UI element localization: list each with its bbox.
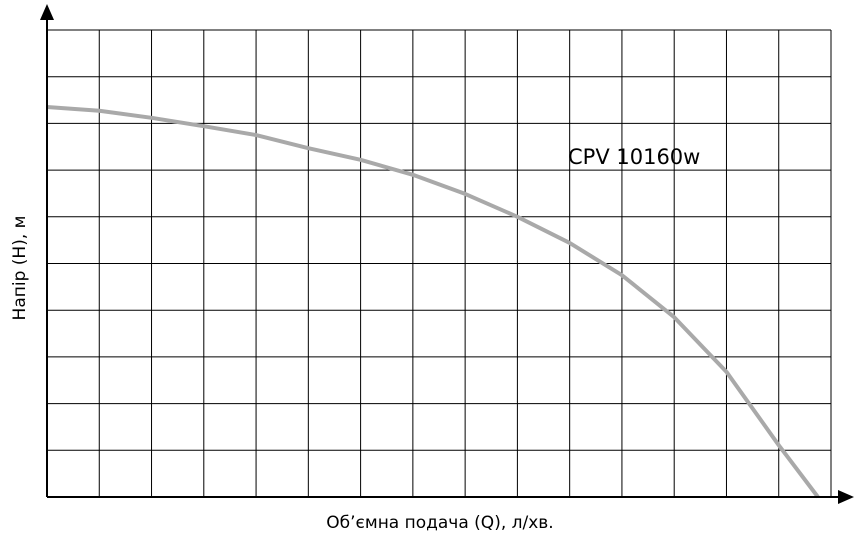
y-axis-label: Напір (H), м	[10, 216, 30, 321]
x-axis-label: Об’ємна подача (Q), л/хв.	[326, 513, 553, 533]
x-axis-arrow	[838, 490, 854, 504]
curve	[46, 105, 820, 499]
y-axis-arrow	[40, 4, 54, 20]
annotation: CPV 10160w	[568, 145, 700, 169]
